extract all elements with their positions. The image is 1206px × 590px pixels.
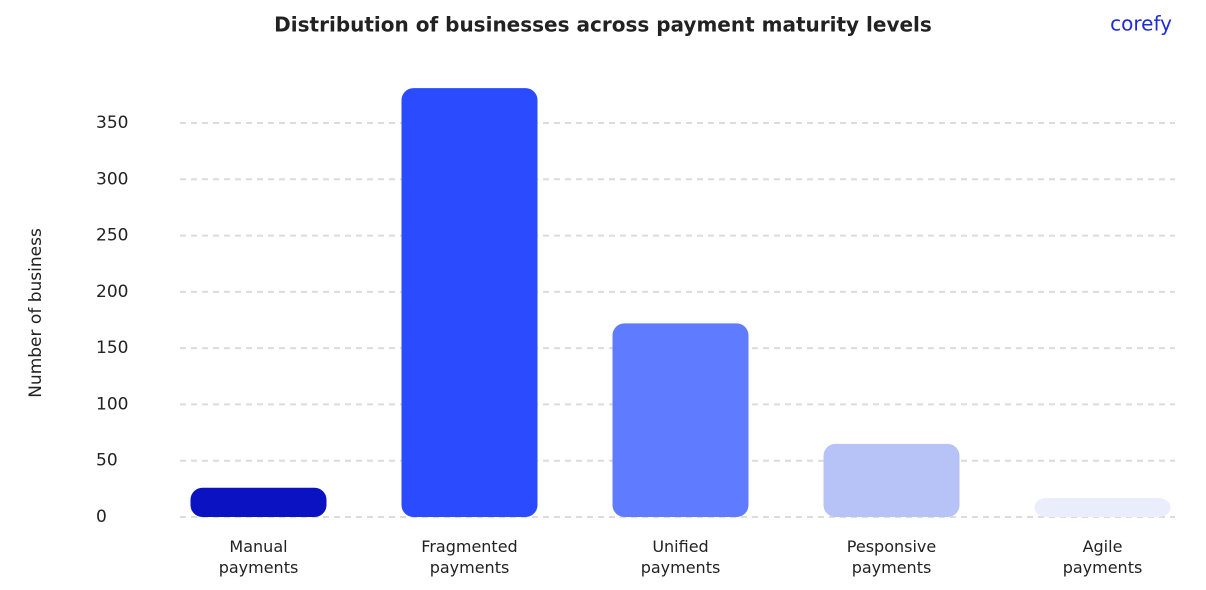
y-tick-label: 200 [96, 282, 128, 302]
bar [401, 88, 538, 518]
y-tick-label: 100 [96, 394, 128, 414]
y-tick-label: 0 [96, 507, 107, 527]
y-tick-label: 150 [96, 338, 128, 358]
chart-title: Distribution of businesses across paymen… [274, 13, 932, 37]
y-tick-label: 350 [96, 113, 128, 133]
x-tick-label: Manual payments [219, 537, 299, 577]
bar [823, 443, 960, 517]
x-tick-label: Unified payments [641, 537, 721, 577]
x-tick-label: Fragmented payments [421, 537, 517, 577]
bar [190, 487, 327, 517]
y-tick-label: 250 [96, 226, 128, 246]
y-axis-label: Number of business [26, 228, 46, 398]
y-tick-label: 50 [96, 451, 118, 471]
y-tick-label: 300 [96, 169, 128, 189]
brand-logo: corefy [1110, 12, 1172, 36]
x-tick-label: Pesponsive payments [847, 537, 936, 577]
bar [612, 323, 749, 517]
x-tick-label: Agile payments [1063, 537, 1143, 577]
bar [1034, 497, 1171, 517]
